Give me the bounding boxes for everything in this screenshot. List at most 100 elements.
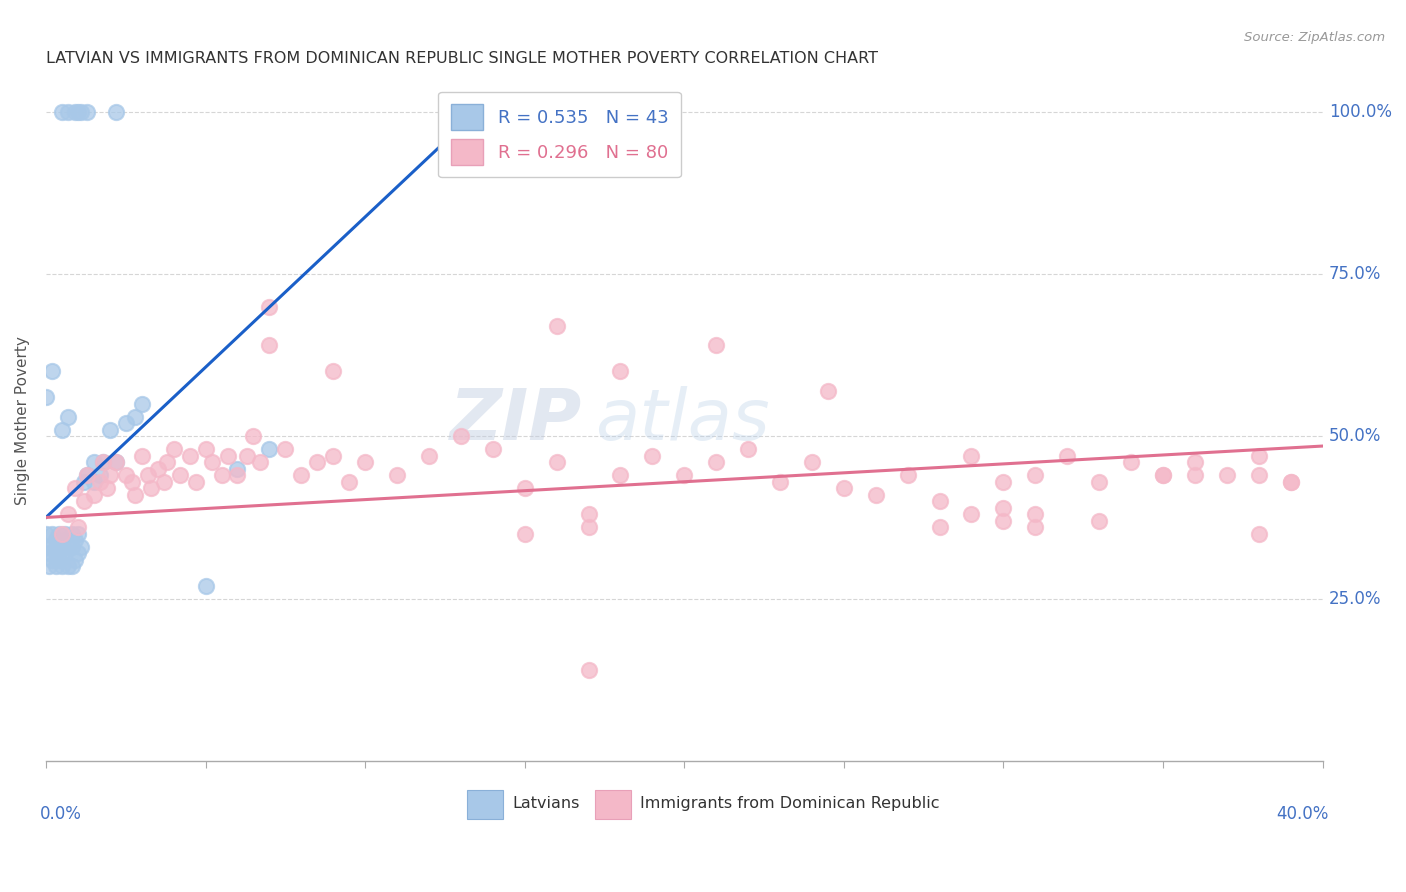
- Point: [124, 488, 146, 502]
- Point: [546, 455, 568, 469]
- Point: [121, 475, 143, 489]
- Point: [194, 442, 217, 457]
- Point: [354, 455, 377, 469]
- Point: [98, 423, 121, 437]
- Point: [236, 449, 259, 463]
- Point: [1216, 468, 1239, 483]
- Point: [114, 468, 136, 483]
- Point: [1024, 507, 1046, 521]
- Point: [385, 468, 408, 483]
- Point: [1152, 468, 1174, 483]
- Point: [66, 546, 89, 560]
- Point: [928, 520, 950, 534]
- Point: [131, 449, 153, 463]
- Point: [673, 468, 696, 483]
- Y-axis label: Single Mother Poverty: Single Mother Poverty: [15, 335, 30, 505]
- Point: [51, 104, 73, 119]
- Point: [76, 468, 98, 483]
- Point: [817, 384, 839, 398]
- Point: [51, 559, 73, 574]
- Point: [513, 526, 536, 541]
- Point: [48, 526, 70, 541]
- Text: 25.0%: 25.0%: [1329, 590, 1382, 607]
- Point: [105, 455, 128, 469]
- Point: [63, 533, 86, 548]
- Point: [58, 559, 80, 574]
- Point: [45, 546, 67, 560]
- Point: [45, 559, 67, 574]
- Point: [35, 540, 58, 554]
- Point: [928, 494, 950, 508]
- Point: [114, 417, 136, 431]
- Point: [60, 540, 83, 554]
- Point: [51, 526, 73, 541]
- Point: [1247, 526, 1270, 541]
- Point: [41, 552, 63, 566]
- Point: [337, 475, 360, 489]
- Point: [546, 318, 568, 333]
- Point: [105, 104, 128, 119]
- Point: [169, 468, 191, 483]
- Point: [51, 546, 73, 560]
- Point: [201, 455, 224, 469]
- Point: [63, 552, 86, 566]
- Point: [45, 533, 67, 548]
- Point: [242, 429, 264, 443]
- Legend: R = 0.535   N = 43, R = 0.296   N = 80: R = 0.535 N = 43, R = 0.296 N = 80: [439, 92, 681, 178]
- Point: [1088, 514, 1111, 528]
- Bar: [467, 790, 503, 819]
- Point: [274, 442, 297, 457]
- Point: [51, 533, 73, 548]
- Point: [578, 507, 600, 521]
- Point: [76, 468, 98, 483]
- Point: [1247, 468, 1270, 483]
- Point: [641, 449, 664, 463]
- Point: [146, 462, 169, 476]
- Point: [993, 500, 1015, 515]
- Point: [35, 390, 58, 404]
- Text: Immigrants from Dominican Republic: Immigrants from Dominican Republic: [640, 797, 939, 811]
- Point: [105, 455, 128, 469]
- Point: [70, 104, 93, 119]
- Point: [322, 449, 344, 463]
- Point: [73, 475, 96, 489]
- Point: [1024, 520, 1046, 534]
- Text: 100.0%: 100.0%: [1329, 103, 1392, 120]
- Point: [1279, 475, 1302, 489]
- Text: Latvians: Latvians: [512, 797, 579, 811]
- Point: [259, 338, 281, 352]
- Point: [124, 409, 146, 424]
- Point: [179, 449, 201, 463]
- Point: [609, 468, 631, 483]
- Point: [704, 455, 727, 469]
- Point: [98, 468, 121, 483]
- Point: [58, 507, 80, 521]
- Point: [141, 481, 163, 495]
- Point: [960, 449, 983, 463]
- Point: [578, 520, 600, 534]
- Point: [1119, 455, 1142, 469]
- Point: [1247, 449, 1270, 463]
- Text: 0.0%: 0.0%: [39, 805, 82, 823]
- Text: Source: ZipAtlas.com: Source: ZipAtlas.com: [1244, 31, 1385, 45]
- Point: [89, 475, 111, 489]
- Point: [1279, 475, 1302, 489]
- Point: [737, 442, 759, 457]
- Point: [578, 663, 600, 677]
- Point: [1152, 468, 1174, 483]
- Text: 50.0%: 50.0%: [1329, 427, 1381, 445]
- Point: [259, 442, 281, 457]
- Point: [60, 526, 83, 541]
- Point: [897, 468, 920, 483]
- Point: [60, 559, 83, 574]
- Point: [1024, 468, 1046, 483]
- Point: [259, 300, 281, 314]
- Point: [162, 442, 184, 457]
- Point: [226, 468, 249, 483]
- Point: [35, 526, 58, 541]
- Point: [609, 364, 631, 378]
- Text: ZIP: ZIP: [450, 385, 582, 455]
- Point: [58, 540, 80, 554]
- Text: 75.0%: 75.0%: [1329, 265, 1381, 283]
- Point: [51, 423, 73, 437]
